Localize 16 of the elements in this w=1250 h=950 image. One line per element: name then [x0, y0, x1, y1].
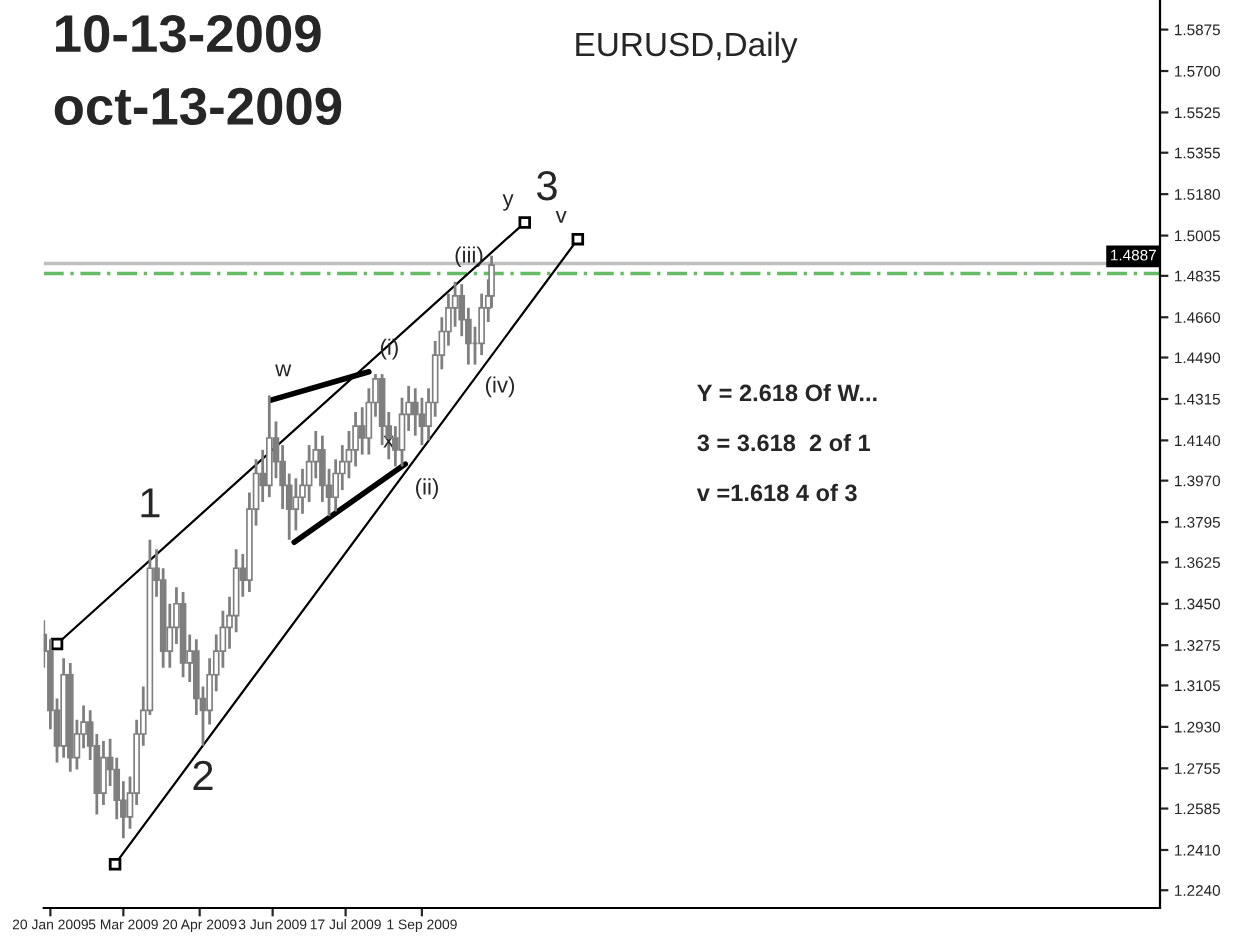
annotation: Y = 2.618 Of W... [697, 383, 877, 402]
annotation: 3 [536, 170, 557, 201]
annotation: 1 [141, 488, 160, 518]
annotation: w [275, 364, 292, 377]
annotation: v [555, 210, 567, 223]
annotation: (iii) [455, 246, 483, 268]
annotation: (i) [380, 338, 398, 360]
annotation: 2 [193, 760, 213, 790]
annotation: y [502, 194, 514, 211]
annotation: EURUSD,Daily [576, 31, 798, 63]
chart-title: 10-13-2009 [56, 15, 321, 53]
annotation: 3 = 3.618 2 of 1 [697, 433, 871, 452]
annotation: (iv) [485, 376, 515, 398]
annotation: v =1.618 4 of 3 [696, 483, 857, 502]
annotation: (ii) [416, 478, 438, 499]
text: oct-13-2009 [54, 87, 342, 126]
